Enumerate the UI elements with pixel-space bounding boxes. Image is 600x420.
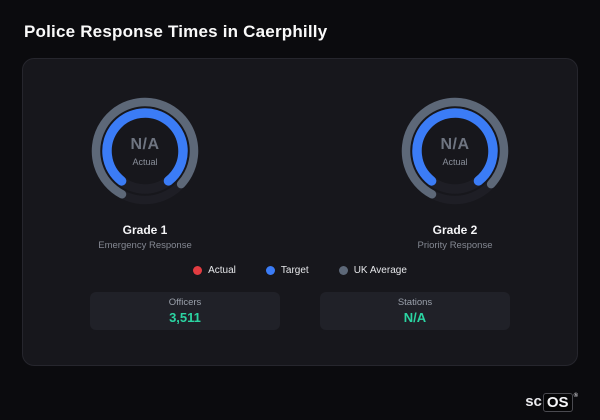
gauge-grade-2: N/A Actual Grade 2 Priority Response: [360, 89, 550, 251]
gauge-2-grade-label: Grade 2: [432, 223, 478, 237]
legend-label-actual: Actual: [208, 265, 236, 276]
gauge-1-chart: N/A Actual: [83, 89, 207, 213]
gauge-1-rings-icon: [91, 97, 199, 205]
scos-logo: sc OS ®: [525, 393, 578, 412]
gauge-grade-1: N/A Actual Grade 1 Emergency Response: [50, 89, 240, 251]
uk-average-dot-icon: [338, 266, 348, 275]
logo-suffix: OS: [542, 393, 573, 412]
legend-label-uk-average: UK Average: [353, 265, 407, 276]
target-dot-icon: [265, 266, 275, 275]
legend-item-target[interactable]: Target: [265, 265, 309, 276]
stat-stations: Stations N/A: [320, 292, 510, 330]
logo-prefix: sc: [525, 393, 542, 410]
gauges-row: N/A Actual Grade 1 Emergency Response N/…: [23, 89, 577, 251]
response-times-card: N/A Actual Grade 1 Emergency Response N/…: [22, 58, 578, 366]
stat-stations-label: Stations: [397, 297, 433, 308]
legend-label-target: Target: [280, 265, 309, 276]
gauge-2-description: Priority Response: [417, 240, 493, 251]
stat-officers: Officers 3,511: [90, 292, 280, 330]
gauge-1-grade-label: Grade 1: [122, 223, 168, 237]
gauge-2-chart: N/A Actual: [393, 89, 517, 213]
legend-item-actual[interactable]: Actual: [193, 265, 236, 276]
legend-item-uk-average[interactable]: UK Average: [338, 265, 407, 276]
registered-mark: ®: [573, 393, 578, 399]
stats-row: Officers 3,511 Stations N/A: [23, 292, 577, 330]
gauge-1-description: Emergency Response: [98, 240, 192, 251]
page-title: Police Response Times in Caerphilly: [24, 22, 328, 41]
stat-officers-label: Officers: [168, 297, 202, 308]
gauge-2-rings-icon: [401, 97, 509, 205]
actual-dot-icon: [193, 266, 203, 275]
chart-legend: Actual Target UK Average: [23, 265, 577, 276]
stat-officers-value: 3,511: [169, 310, 201, 325]
stat-stations-value: N/A: [403, 310, 427, 325]
